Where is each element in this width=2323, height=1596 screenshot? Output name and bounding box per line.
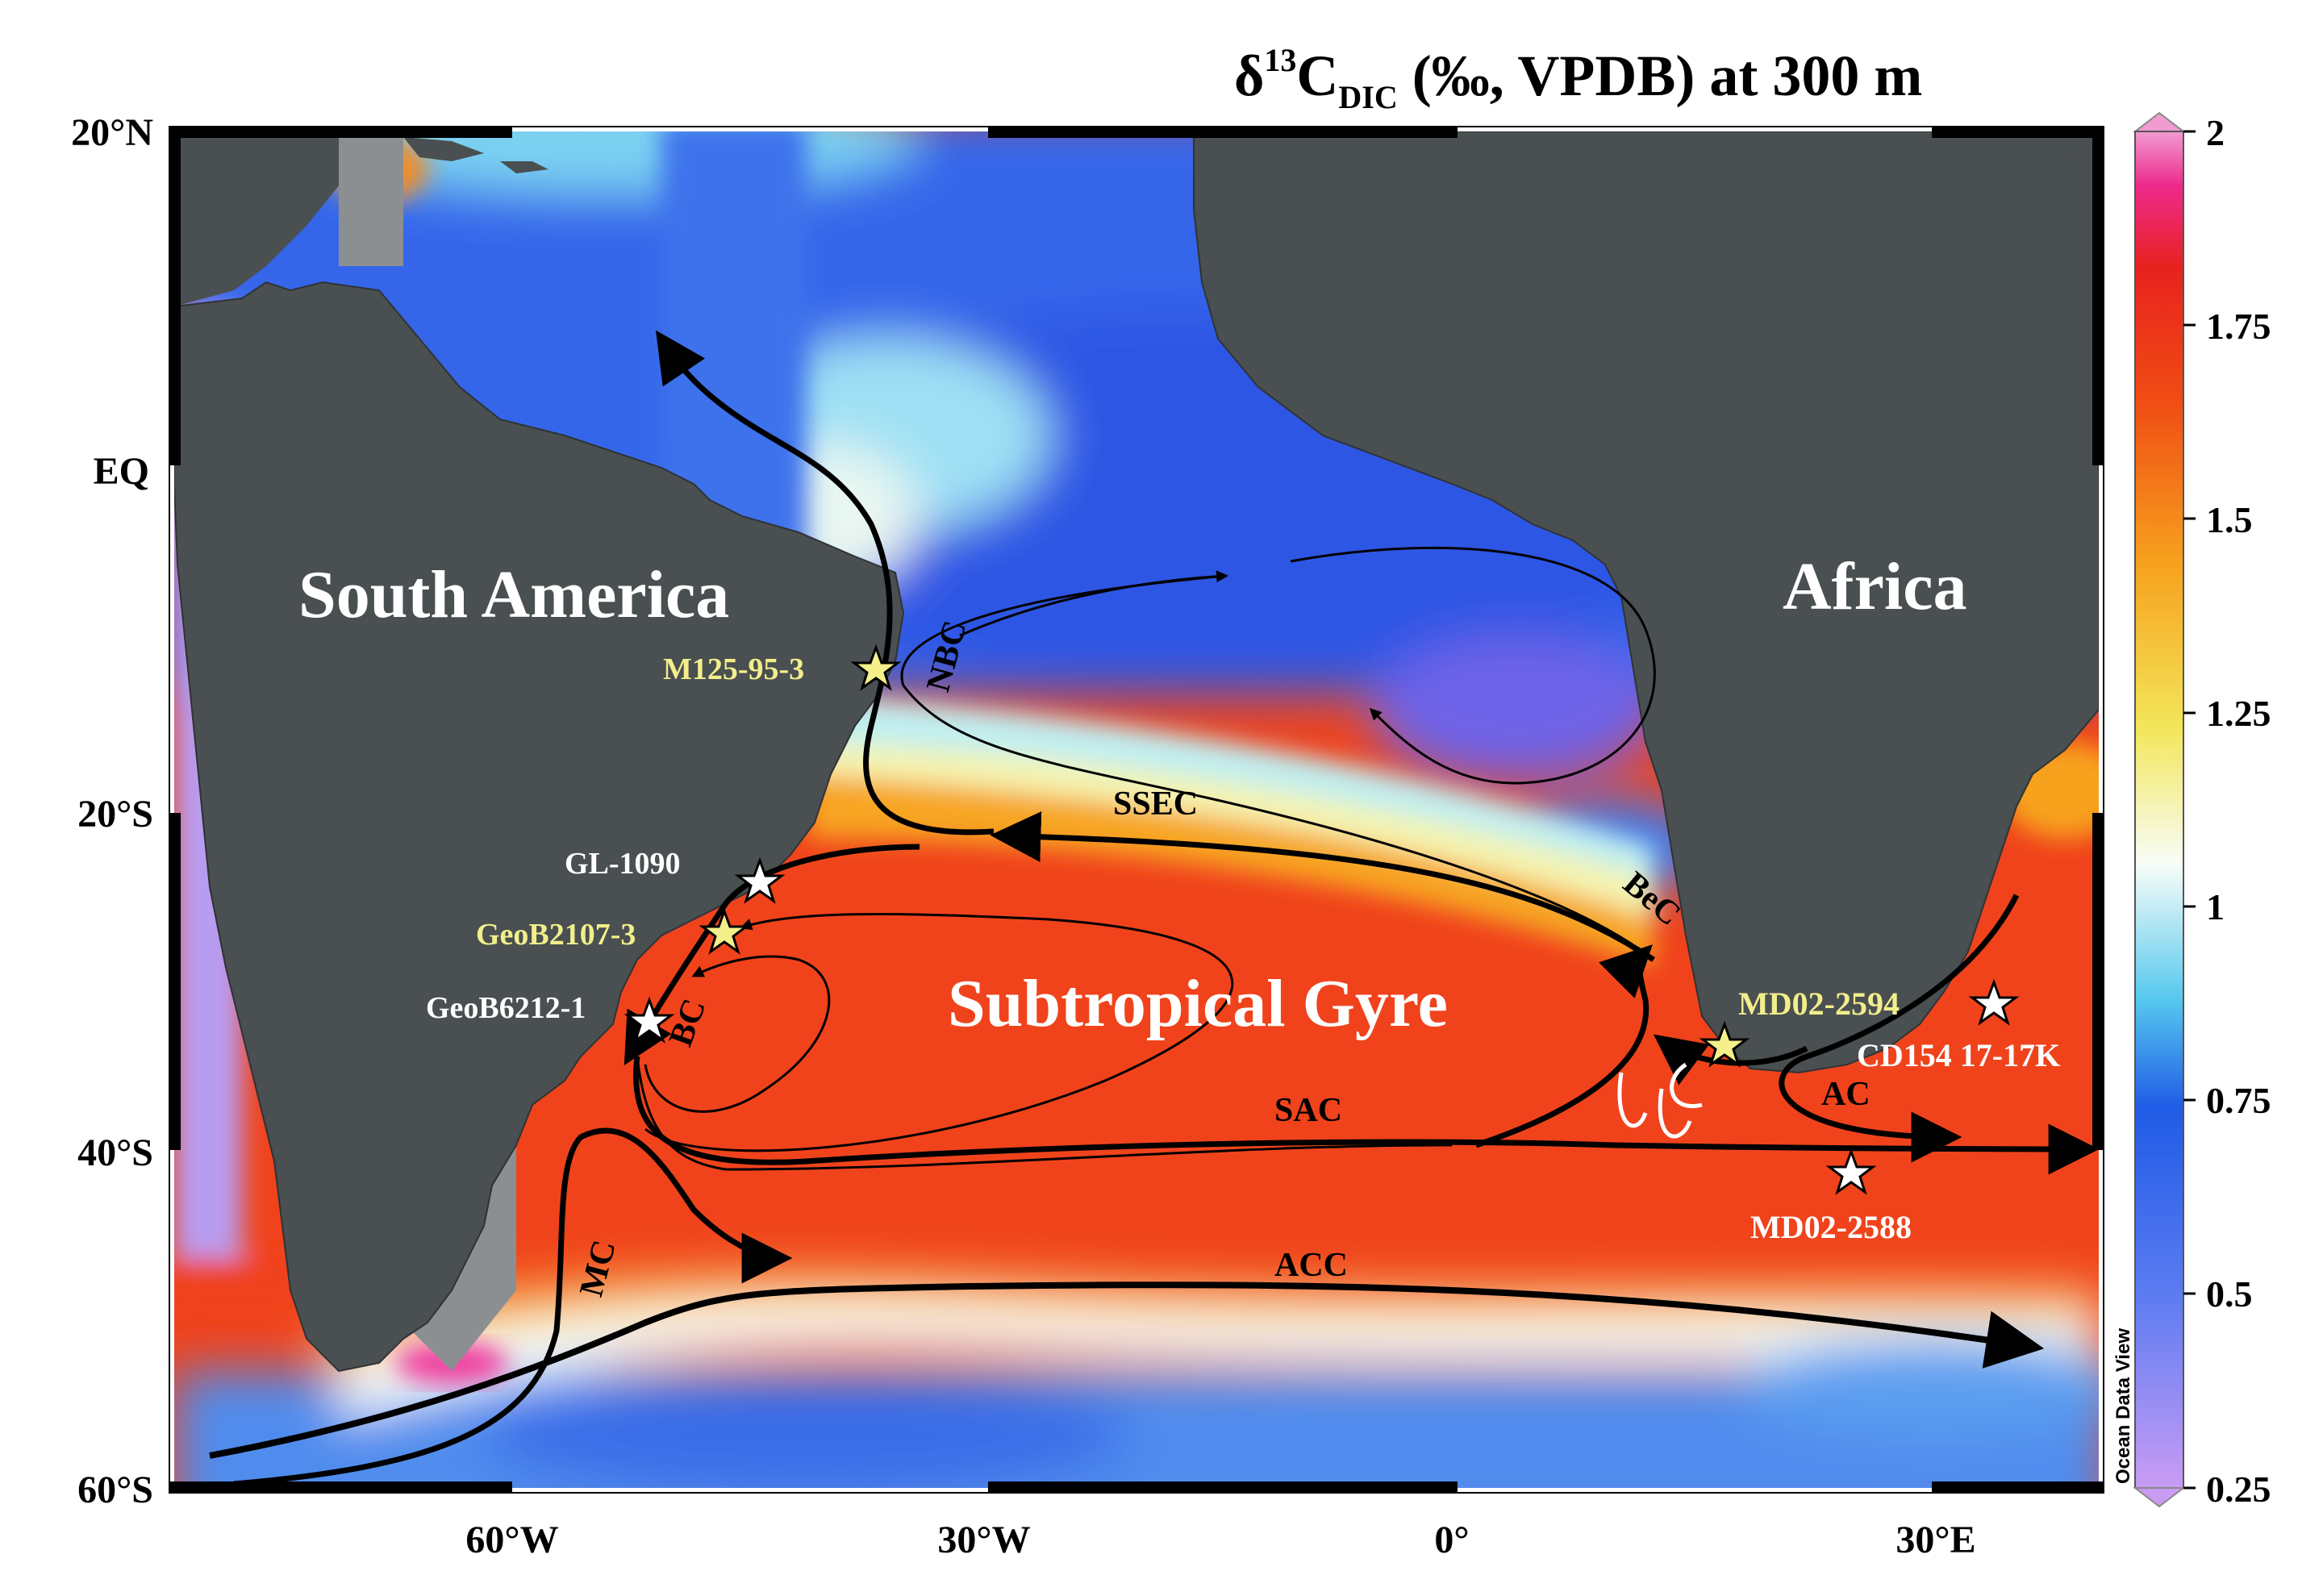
core-gl-1090: GL-1090 [565,847,786,904]
caribbean-islands [403,137,548,173]
bc-current [623,844,920,1065]
core-label: MD02-2594 [1738,986,1900,1022]
lat-tick: 20°S [77,793,153,836]
core-md02-2594: MD02-2594 [1699,986,1900,1068]
inner-gyre-outer [644,912,1234,1152]
madagascar-landmass [2065,131,2099,194]
colorbar-tick: 2 [2206,112,2225,153]
core-geob6212-1: GeoB6212-1 [426,991,675,1044]
label-acc: ACC [1274,1247,1348,1284]
colorbar-tick: 0.25 [2206,1469,2271,1510]
mc-current [233,1127,793,1487]
lat-tick: 40°S [77,1131,153,1174]
map-panel: NBC SSEC BeC BC SAC ACC AC MC South Amer… [174,131,2099,1488]
south-america-landmass [174,281,905,1373]
agulhas-retroflection [1474,944,1653,1148]
colorbar-tick: 1.5 [2206,499,2253,540]
core-sites: M125-95-3 GL-1090 GeoB2107-3 GeoB6212-1 … [426,644,2060,1245]
colorbar-bottom-cap [2133,1487,2186,1508]
lat-tick: 20°N [71,111,153,154]
map-title: δ13CDIC (‰, VPDB) at 300 m [1234,42,1922,115]
ocean-currents [209,330,2099,1487]
nbc-current [656,330,995,836]
label-sac: SAC [1274,1092,1342,1129]
north-gyre-arrow [959,570,1228,637]
equatorial-gyre-loop [1290,546,1656,785]
core-md02-2588: MD02-2588 [1750,1148,1912,1245]
ac-current [1779,894,2020,1163]
colorbar-tick: 1.75 [2206,306,2271,347]
africa-landmass [1193,131,2099,1074]
core-cd154-17-17k: CD154 17-17K [1857,978,2060,1073]
lat-tick: 60°S [77,1469,153,1511]
colorbar-tick: 0.75 [2206,1080,2271,1121]
colorbar-tick: 1.25 [2206,693,2271,734]
bec-current [900,574,1654,961]
core-star [1968,978,2020,1026]
central-america-shelf [339,131,403,266]
ssec-current [990,811,1655,962]
acc-current [209,1281,2045,1459]
inner-gyre-inner [644,955,831,1113]
ocean-data-view-watermark: Ocean Data View [2112,1328,2134,1484]
core-m125-95-3: M125-95-3 [663,644,902,691]
colorbar-tick: 1 [2206,886,2225,927]
label-ssec: SSEC [1113,785,1198,823]
colorbar-top-cap [2133,111,2186,132]
core-label: CD154 17-17K [1857,1037,2060,1073]
colorbar-tick: 0.5 [2206,1273,2253,1315]
map-frame [169,126,2104,1494]
core-label: GeoB6212-1 [426,991,586,1025]
core-star [734,856,786,904]
continent-south-america: South America [298,557,729,632]
sac-return [636,1056,1453,1171]
lon-tick: 30°W [937,1519,1030,1561]
colorbar-scale [2134,131,2184,1489]
core-label: GL-1090 [565,847,681,881]
land-masses [174,131,2099,1373]
lon-tick: 60°W [465,1519,558,1561]
colorbar: 2 1.75 1.5 1.25 1 0.75 0.5 0.25 [2133,111,2271,1510]
ring-eddy-2 [1670,1062,1703,1109]
core-label: GeoB2107-3 [476,918,636,952]
core-star [623,996,675,1044]
central-america-landmass [174,131,339,306]
lon-tick: 0° [1434,1519,1469,1561]
core-label: MD02-2588 [1750,1209,1912,1245]
core-star [699,907,750,955]
lon-tick: 30°E [1896,1519,1975,1561]
core-star [1699,1020,1750,1068]
lat-tick: EQ [94,450,149,493]
ring-eddy-1 [1617,1072,1692,1139]
continent-africa: Africa [1783,549,1967,624]
ac-inner [1653,1034,1808,1086]
gyre-label: Subtropical Gyre [948,966,1448,1041]
longitude-axis: 60°W 30°W 0° 30°E [465,1519,1975,1561]
core-star [850,644,902,691]
core-geob2107-3: GeoB2107-3 [476,907,750,955]
core-label: M125-95-3 [663,652,804,686]
core-star [1825,1148,1877,1195]
label-ac: AC [1821,1076,1870,1113]
latitude-axis: 20°N EQ 20°S 40°S 60°S [71,111,153,1511]
